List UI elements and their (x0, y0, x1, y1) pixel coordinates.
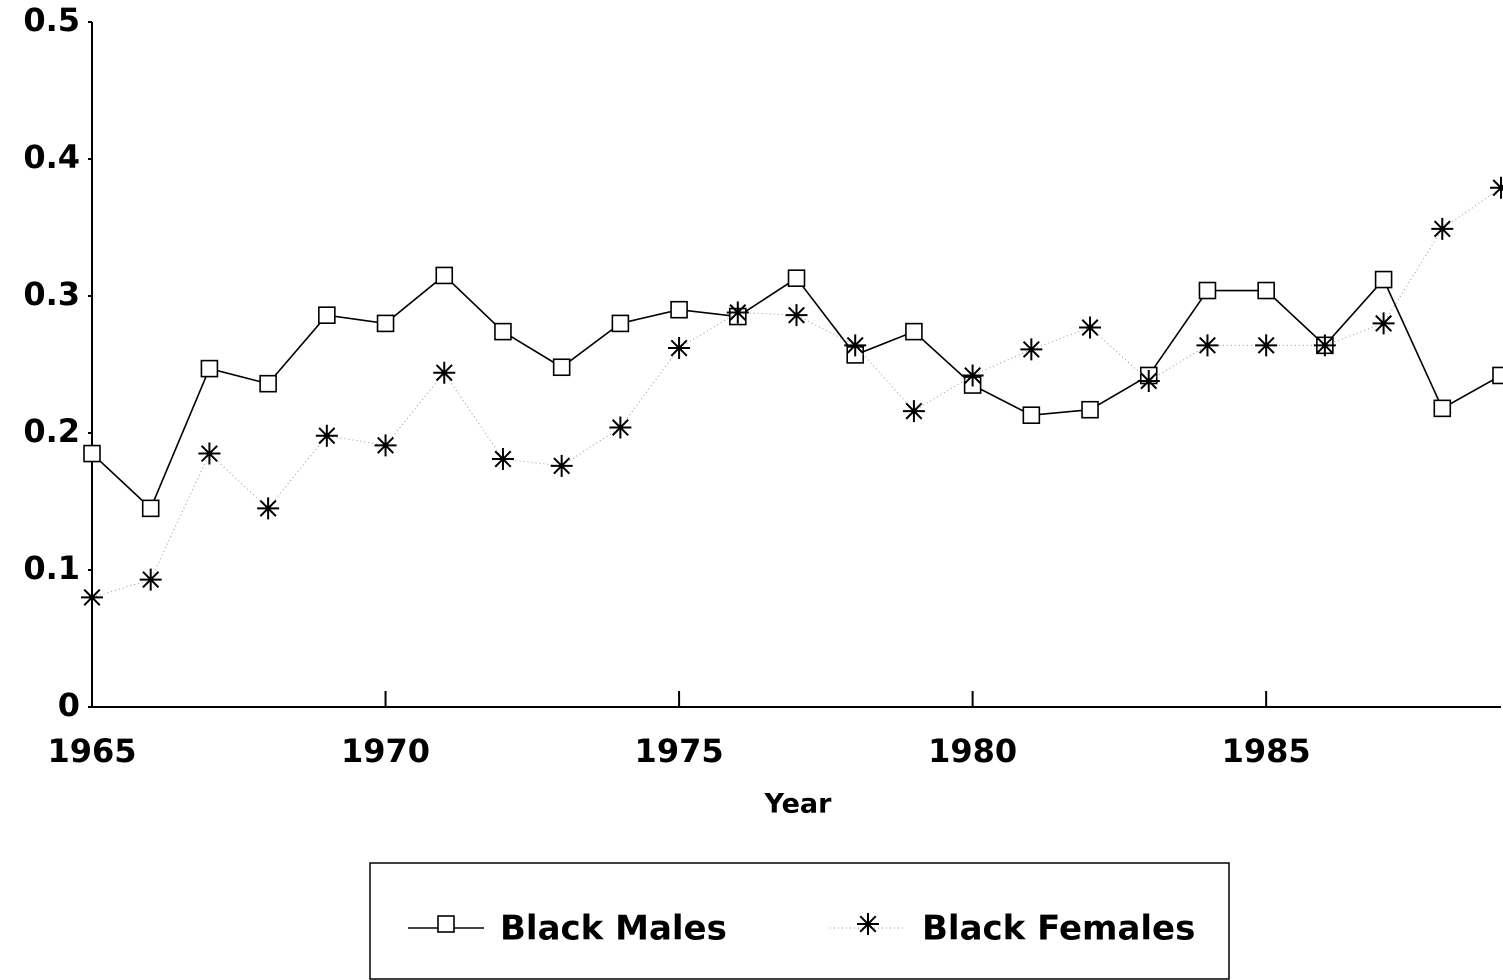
data-point (1490, 176, 1503, 199)
x-tick-label: 1985 (1222, 732, 1311, 770)
data-point (1022, 406, 1041, 424)
data-point (315, 424, 338, 447)
data-point (552, 358, 571, 377)
data-point (435, 266, 454, 285)
data-point (905, 322, 923, 341)
data-point (1196, 334, 1219, 357)
data-point (376, 314, 395, 333)
y-tick-label: 0.1 (23, 549, 80, 587)
data-point (1081, 400, 1099, 419)
data-point (200, 359, 219, 378)
data-point (1079, 316, 1102, 339)
data-point (1492, 366, 1503, 385)
data-point (1431, 217, 1454, 240)
data-point (1372, 312, 1395, 335)
data-point (198, 442, 221, 465)
data-point (1374, 270, 1393, 289)
data-point (141, 499, 160, 518)
data-point (787, 269, 806, 287)
y-tick-label: 0.5 (23, 1, 80, 39)
data-point (1020, 338, 1043, 361)
data-point (374, 434, 397, 457)
data-point (259, 374, 277, 393)
data-point (670, 300, 688, 319)
data-point (902, 400, 925, 423)
data-point (550, 454, 573, 477)
series-line (91, 187, 1502, 598)
data-point (726, 301, 749, 324)
y-tick-label: 0 (58, 686, 80, 724)
data-point (1313, 334, 1336, 357)
data-point (785, 304, 808, 327)
data-point (257, 497, 280, 520)
x-tick-label: 1965 (47, 732, 136, 770)
data-point (1198, 281, 1217, 300)
data-point (433, 361, 456, 384)
data-point (1433, 399, 1452, 418)
x-tick-label: 1975 (635, 732, 724, 770)
data-point (491, 448, 514, 471)
x-tick-label: 1980 (928, 732, 1017, 770)
legend-marker (437, 915, 455, 933)
data-point (1255, 334, 1278, 357)
y-tick-label: 0.4 (23, 138, 80, 176)
legend-marker (857, 913, 879, 935)
data-point (611, 314, 630, 333)
data-point (1137, 369, 1160, 392)
data-point (83, 444, 101, 463)
data-point (844, 334, 867, 357)
data-point (139, 568, 162, 591)
legend-label: Black Males (500, 909, 727, 949)
data-point (668, 337, 691, 360)
x-tick-label: 1970 (341, 732, 430, 770)
legend-label: Black Females (922, 909, 1195, 949)
y-tick-label: 0.3 (23, 275, 80, 313)
data-point (81, 586, 103, 609)
data-point (494, 322, 512, 341)
data-point (318, 306, 336, 324)
y-tick-label: 0.2 (23, 412, 80, 450)
data-point (1257, 281, 1275, 300)
x-axis-title: Year (764, 789, 833, 820)
legend-box (369, 862, 1230, 980)
data-point (609, 416, 632, 439)
data-point (961, 364, 984, 387)
